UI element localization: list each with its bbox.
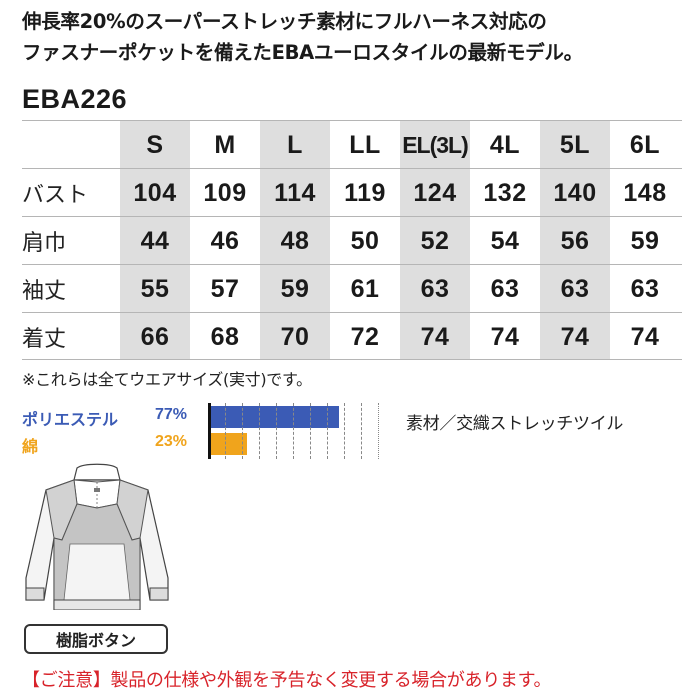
size-5l: 5L (559, 130, 591, 159)
table-cell: 57 (210, 274, 240, 303)
model-number: EBA226 (22, 84, 128, 114)
row-label-length: 着丈 (22, 327, 67, 352)
size-4l: 4L (489, 130, 521, 159)
size-6l: 6L (629, 130, 661, 159)
table-cell: 148 (623, 178, 667, 207)
table-cell: 66 (140, 322, 170, 351)
bar-end-line (378, 403, 379, 459)
table-cell: 74 (490, 322, 520, 351)
table-cell: 56 (560, 226, 590, 255)
table-cell: 46 (210, 226, 240, 255)
table-row-shoulder: 肩巾 44 46 48 50 52 54 56 59 (22, 216, 682, 264)
table-cell: 72 (350, 322, 380, 351)
table-cell: 74 (560, 322, 590, 351)
table-cell: 55 (140, 274, 170, 303)
table-cell: 124 (413, 178, 457, 207)
column-shade-5l (540, 120, 610, 360)
headline-line-1: 伸長率20%のスーパーストレッチ素材にフルハーネス対応の (22, 10, 547, 33)
gridline (344, 403, 345, 459)
table-cell: 109 (203, 178, 247, 207)
fabric-name-polyester: ポリエステル (22, 410, 119, 429)
headline-line-2: ファスナーポケットを備えたEBAユーロスタイルの最新モデル。 (22, 41, 583, 64)
table-cell: 70 (280, 322, 310, 351)
size-l: L (287, 130, 303, 159)
table-cell: 61 (350, 274, 380, 303)
size-note: ※これらは全てウエアサイズ(実寸)です。 (22, 370, 312, 389)
gridline (242, 403, 243, 459)
gridline (293, 403, 294, 459)
table-cell: 132 (483, 178, 527, 207)
bar-axis (208, 403, 211, 459)
size-table: S M L LL EL(3L) 4L 5L 6L バスト 104 109 114… (22, 120, 682, 360)
table-cell: 119 (344, 178, 386, 207)
table-row-bust: バスト 104 109 114 119 124 132 140 148 (22, 168, 682, 216)
table-cell: 74 (420, 322, 450, 351)
size-s: S (146, 130, 164, 159)
gridline (225, 403, 226, 459)
column-shade-el (400, 120, 470, 360)
gridline (259, 403, 260, 459)
table-cell: 52 (420, 226, 450, 255)
row-label-shoulder: 肩巾 (22, 231, 67, 256)
table-cell: 50 (350, 226, 380, 255)
table-cell: 44 (140, 226, 170, 255)
fabric-name-cotton: 綿 (22, 437, 39, 456)
table-cell: 114 (274, 178, 316, 207)
table-row-length: 着丈 66 68 70 72 74 74 74 74 (22, 312, 682, 360)
button-type-badge: 樹脂ボタン (24, 624, 168, 654)
table-row-sleeve: 袖丈 55 57 59 61 63 63 63 63 (22, 264, 682, 312)
fabric-percent-polyester: 77% (155, 406, 188, 423)
gridline (310, 403, 311, 459)
column-shade-l (260, 120, 330, 360)
size-el: EL(3L) (402, 131, 469, 158)
table-cell: 140 (553, 178, 597, 207)
cotton-bar (208, 433, 248, 455)
table-cell: 54 (490, 226, 520, 255)
table-cell: 104 (133, 178, 177, 207)
table-cell: 68 (210, 322, 240, 351)
table-cell: 63 (630, 274, 660, 303)
table-cell: 74 (630, 322, 660, 351)
table-cell: 63 (490, 274, 520, 303)
fabric-composition-bars (208, 403, 379, 459)
gridline (361, 403, 362, 459)
table-cell: 48 (280, 226, 310, 255)
table-cell: 63 (560, 274, 590, 303)
size-m: M (214, 130, 236, 159)
table-cell: 59 (280, 274, 310, 303)
polyester-bar (208, 406, 339, 428)
size-header-row: S M L LL EL(3L) 4L 5L 6L (22, 120, 682, 168)
gridline (276, 403, 277, 459)
fabric-percent-cotton: 23% (155, 433, 188, 450)
table-cell: 63 (420, 274, 450, 303)
gridline (327, 403, 328, 459)
table-cell: 59 (630, 226, 660, 255)
size-ll: LL (349, 130, 381, 159)
row-label-sleeve: 袖丈 (22, 279, 67, 304)
caution-notice: 【ご注意】製品の仕様や外観を予告なく変更する場合があります。 (22, 670, 552, 691)
product-headline: 伸長率20%のスーパーストレッチ素材にフルハーネス対応の ファスナーポケットを備… (22, 6, 687, 68)
column-shade-s (120, 120, 190, 360)
garment-back-illustration (22, 460, 172, 611)
row-label-bust: バスト (22, 183, 89, 208)
material-description: 素材／交織ストレッチツイル (406, 414, 624, 434)
